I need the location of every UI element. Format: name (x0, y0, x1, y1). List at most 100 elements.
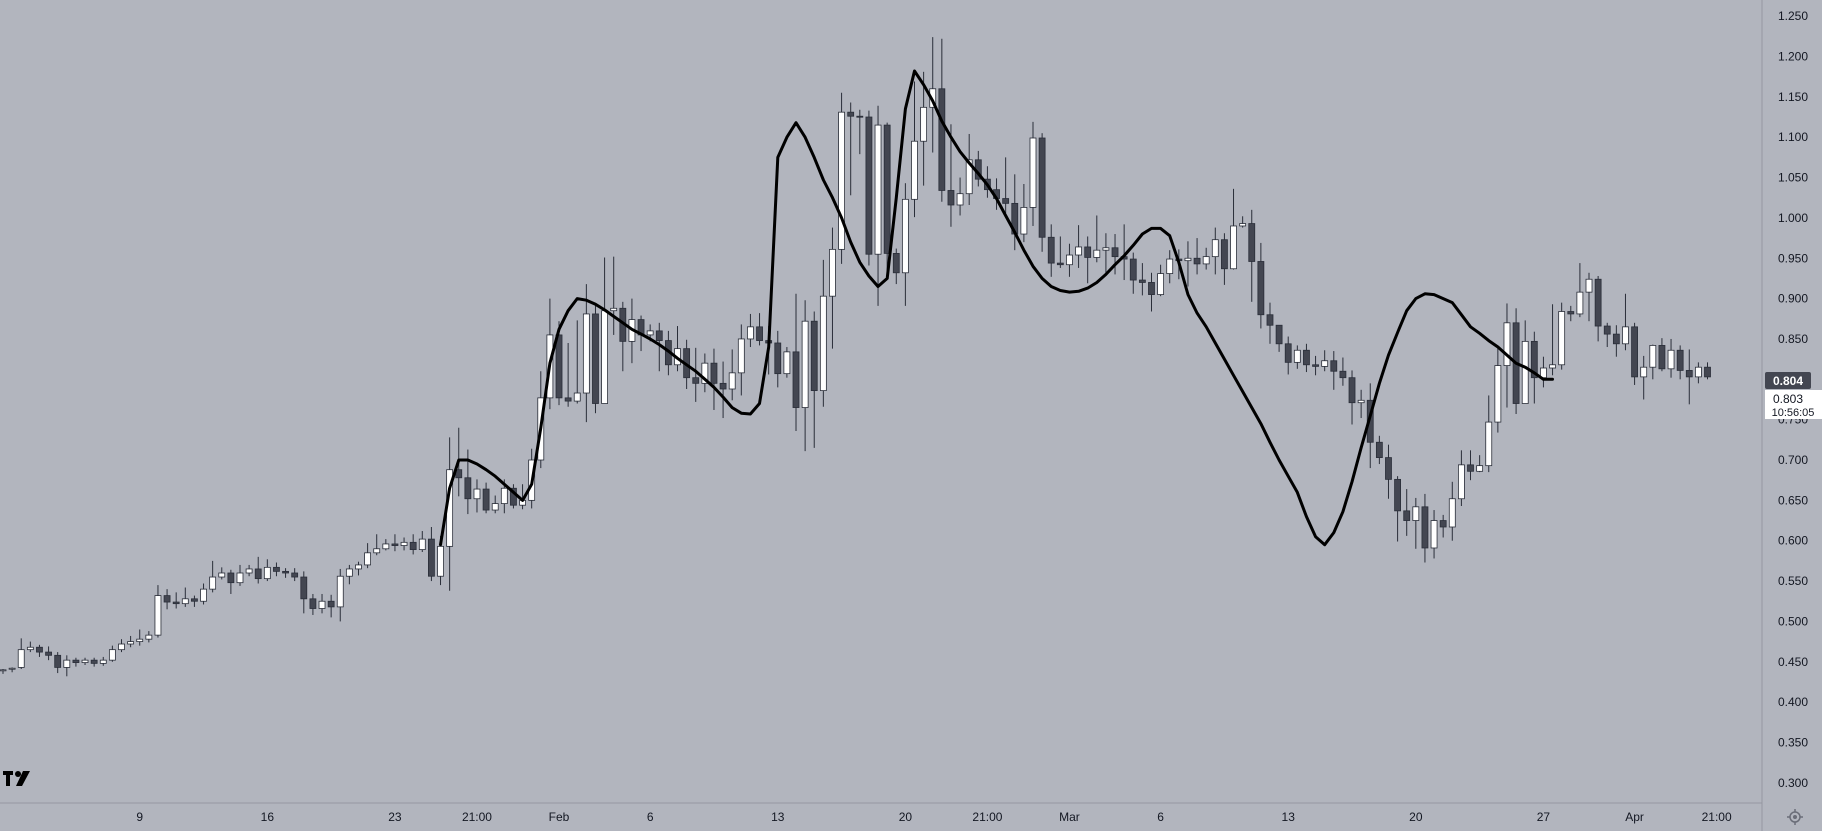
candle-body (1585, 278, 1593, 293)
candle (1321, 350, 1329, 372)
candle-body (127, 641, 135, 645)
candle-body (81, 659, 89, 663)
settings-gear-icon[interactable] (1787, 809, 1803, 825)
candle-body (1704, 366, 1711, 378)
candle-body (1375, 441, 1383, 458)
candle (72, 657, 80, 667)
candle (382, 539, 390, 551)
candle (1676, 345, 1684, 380)
candle (1303, 343, 1310, 373)
candle (655, 322, 663, 372)
candle (282, 568, 289, 578)
candle-body (883, 124, 891, 254)
candle-body (838, 111, 845, 250)
candle-body (892, 253, 900, 274)
candle-body (254, 568, 262, 580)
candle-body (218, 572, 226, 578)
candle-body (273, 566, 280, 572)
candle-body (345, 568, 353, 577)
candle (26, 641, 34, 653)
candle-body (300, 576, 308, 600)
candle-body (473, 488, 481, 500)
candle-body (1403, 510, 1411, 521)
candle-body (1321, 360, 1329, 367)
candle (54, 652, 62, 674)
candle-body (1448, 498, 1456, 528)
candle (1056, 236, 1064, 268)
candle-body (482, 488, 490, 511)
candle-body (1558, 311, 1566, 366)
candle (118, 639, 125, 653)
y-tick-label: 1.200 (1778, 49, 1808, 63)
candle (1248, 209, 1256, 302)
time-axis[interactable]: 9 16 23 21:00 Feb 6 13 20 21:00 Mar 6 13 20 27 Apr 21:0… (136, 810, 1732, 824)
candle (1312, 355, 1319, 376)
candle-body (1503, 322, 1511, 366)
candle (1394, 476, 1401, 542)
candle (856, 109, 864, 155)
candle (373, 534, 381, 556)
candle-body (1157, 273, 1165, 295)
candle-body (901, 198, 909, 274)
candle-body (911, 140, 918, 200)
candle (0, 669, 7, 674)
candle (1521, 320, 1529, 404)
x-tick-label: 16 (261, 810, 275, 824)
candle (1494, 347, 1502, 433)
candle-body (1129, 258, 1137, 281)
candle-body (90, 659, 98, 664)
candle (1594, 276, 1602, 342)
candle (1612, 325, 1620, 357)
x-tick-label: 9 (136, 810, 143, 824)
candle-body (1230, 225, 1237, 270)
candle-body (0, 669, 7, 672)
candle-body (1293, 349, 1301, 363)
candle-body (1640, 366, 1648, 378)
y-tick-label: 1.250 (1778, 9, 1808, 23)
candle-body (17, 649, 25, 668)
candle-body (1631, 326, 1638, 378)
candle-body (938, 88, 946, 191)
candle (409, 534, 417, 555)
candle (1658, 338, 1666, 372)
candle (1129, 252, 1137, 294)
candle-body (327, 600, 335, 608)
candle-body (26, 646, 34, 651)
candle (719, 361, 727, 419)
candle (865, 110, 873, 266)
candle (838, 92, 845, 264)
candle-body (1184, 257, 1192, 262)
candle-body (801, 320, 809, 408)
candle (181, 587, 189, 607)
candle-body (491, 503, 499, 511)
x-tick-label: 6 (1157, 810, 1164, 824)
candle (473, 479, 481, 513)
candle (756, 313, 763, 346)
candle-body (956, 193, 964, 206)
candle (947, 124, 955, 227)
candle (1111, 234, 1119, 275)
candle-body (72, 659, 80, 663)
candle-body (1385, 457, 1392, 480)
candle (783, 347, 791, 378)
candle-body (118, 643, 125, 651)
tradingview-logo-icon[interactable] (3, 771, 30, 786)
candle-body (1221, 239, 1228, 270)
y-tick-label: 0.300 (1778, 776, 1808, 790)
candle (1403, 489, 1411, 536)
candle (263, 559, 271, 582)
y-tick-label: 1.100 (1778, 130, 1808, 144)
candle-body (920, 106, 928, 142)
current-price-badge: 0.803 10:56:05 (1765, 390, 1822, 419)
candle (1293, 345, 1301, 369)
candle-body (1148, 282, 1155, 295)
candle (847, 102, 855, 196)
candle-body (1694, 366, 1702, 378)
candle (737, 324, 745, 396)
candle (1230, 188, 1237, 270)
candle (1421, 493, 1429, 563)
candle-body (45, 651, 52, 656)
candle-body (1248, 223, 1256, 262)
